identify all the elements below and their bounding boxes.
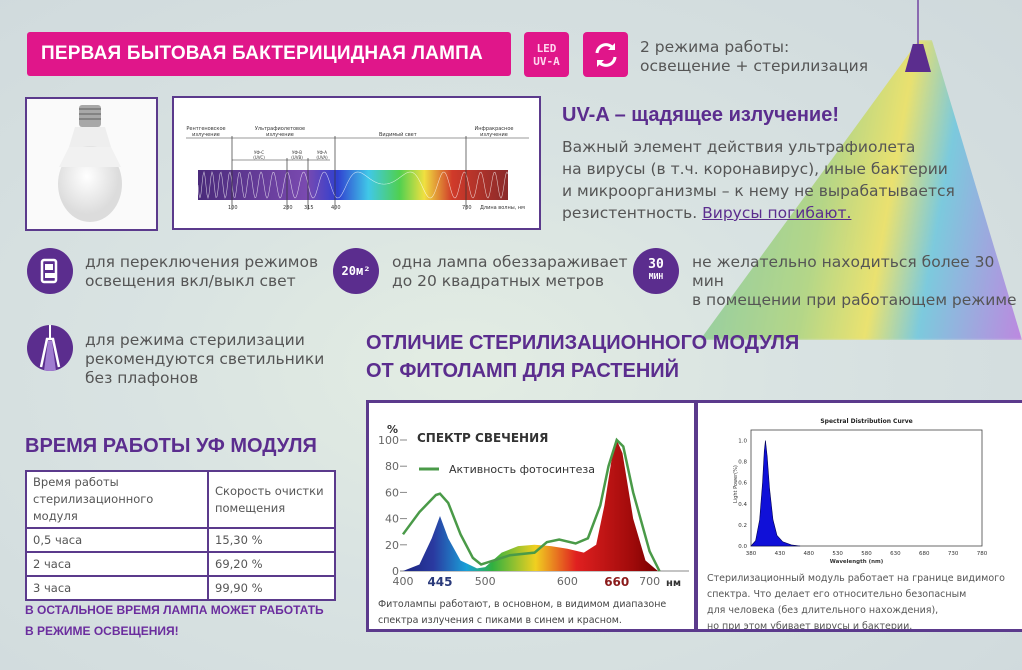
uv-time-heading: ВРЕМЯ РАБОТЫ УФ МОДУЛЯ	[25, 435, 317, 457]
x-tick-label: 780	[977, 551, 988, 557]
feature-area-text: одна лампа обеззараживает до 20 квадратны…	[392, 253, 628, 290]
uva-spectrum-area	[750, 440, 801, 547]
x-tick-label: 530	[832, 551, 843, 557]
x-tick-label: 580	[861, 551, 872, 557]
chart-title: СПЕКТР СВЕЧЕНИЯ	[417, 431, 548, 445]
x-tick-label-660: 660	[604, 575, 629, 589]
lamp-wire	[917, 0, 919, 46]
emission-area	[403, 440, 658, 571]
table-header-row: Время работы стерилизационного модуля Ско…	[25, 470, 336, 529]
y-tick-label: 1.0	[738, 439, 747, 445]
x-tick-label: 500	[475, 575, 496, 588]
y-axis-label: Light Power(%)	[733, 465, 739, 503]
y-tick-label: 100	[378, 434, 399, 447]
lighting-mode-note: В ОСТАЛЬНОЕ ВРЕМЯ ЛАМПА МОЖЕТ РАБОТАТЬ В …	[25, 603, 324, 638]
y-tick-label: 0.0	[738, 544, 747, 550]
uva-description: Важный элемент действия ультрафиолета на …	[562, 138, 955, 222]
x-axis-label: Wavelength (nm)	[830, 559, 884, 565]
x-tick-label: 400	[393, 575, 414, 588]
y-tick-label: 0.4	[738, 502, 747, 508]
y-axis-unit: %	[387, 423, 398, 436]
phyto-spectrum-chart: % 0 20 40 60 80 100 400 500 600 700 445 660 нм СПЕКТР …	[378, 423, 689, 589]
x-tick-label: 380	[746, 551, 757, 557]
table-row: 0,5 часа 15,30 %	[25, 527, 336, 553]
phyto-spectrum-panel: % 0 20 40 60 80 100 400 500 600 700 445 660 нм СПЕКТР …	[366, 400, 697, 632]
x-tick-label: 430	[775, 551, 786, 557]
legend-label: Активность фотосинтеза	[449, 463, 595, 476]
y-tick-label: 0.6	[738, 481, 747, 487]
table-row: 3 часа 99,90 %	[25, 575, 336, 601]
modes-text: 2 режима работы: освещение + стерилизация	[640, 38, 869, 75]
sterilizer-spectrum-panel: Spectral Distribution Curve 0.0 0.2 0.4 0.6 0…	[696, 400, 1022, 632]
x-tick-label: 680	[919, 551, 930, 557]
y-tick-label: 0.2	[738, 523, 747, 529]
switch-icon	[27, 248, 73, 294]
uva-heading: UV-A – щадящее излучение!	[562, 104, 839, 126]
area-20m2-icon: 20м²	[333, 248, 379, 294]
feature-time-text: не желательно находиться более 30 мин в п…	[692, 253, 1017, 309]
phyto-caption: Фитолампы работают, в основном, в видимо…	[378, 599, 667, 626]
ceiling-lamp-icon	[27, 325, 73, 371]
x-tick-label: 630	[890, 551, 901, 557]
uv-time-table: Время работы стерилизационного модуля Ско…	[25, 470, 336, 601]
page-title: ПЕРВАЯ БЫТОВАЯ БАКТЕРИЦИДНАЯ ЛАМПА	[27, 32, 511, 76]
y-tick-label: 0.8	[738, 460, 747, 466]
led-uva-badge: LED UV-A	[524, 32, 569, 77]
x-tick-label: 730	[948, 551, 959, 557]
x-tick-label: 600	[557, 575, 578, 588]
timer-30min-icon: 30 МИН	[633, 248, 679, 294]
refresh-icon	[583, 32, 628, 77]
feature-sterilization-text: для режима стерилизации рекомендуются све…	[85, 331, 325, 387]
y-tick-label: 40	[385, 513, 399, 526]
table-row: 2 часа 69,20 %	[25, 551, 336, 577]
y-tick-label: 60	[385, 486, 399, 499]
electromagnetic-spectrum-diagram: Рентгеновское излучение Ультрафиолетовое…	[172, 96, 541, 230]
x-axis-unit: нм	[666, 578, 681, 589]
plot-frame	[750, 429, 983, 547]
y-tick-label: 20	[385, 539, 399, 552]
lamp-photo	[25, 97, 158, 231]
x-tick-label-445: 445	[427, 575, 452, 589]
x-tick-label: 700	[639, 575, 660, 588]
photosynthesis-line	[401, 437, 661, 572]
chart-title: Spectral Distribution Curve	[820, 418, 912, 425]
y-tick-label: 80	[385, 460, 399, 473]
y-tick-label: 0	[392, 565, 399, 578]
viruses-die-link[interactable]: Вирусы погибают.	[702, 204, 852, 222]
x-tick-label: 480	[804, 551, 815, 557]
feature-switch-text: для переключения режимов освещения вкл/вы…	[85, 253, 319, 290]
sterilizer-caption: Стерилизационный модуль работает на гран…	[707, 573, 1005, 629]
difference-heading: ОТЛИЧИЕ СТЕРИЛИЗАЦИОННОГО МОДУЛЯ ОТ ФИТОЛ…	[366, 332, 800, 382]
spectral-distribution-chart: Spectral Distribution Curve 0.0 0.2 0.4 0.6 0…	[733, 418, 988, 565]
